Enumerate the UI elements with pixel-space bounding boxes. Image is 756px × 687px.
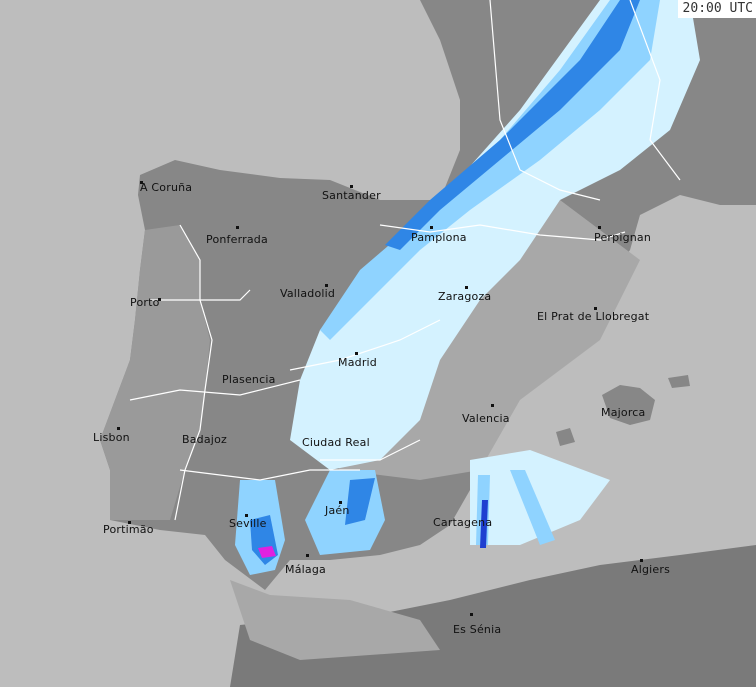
- city-perpignan[interactable]: Perpignan: [594, 231, 652, 244]
- city-es-senia[interactable]: Es Sénia: [453, 623, 502, 636]
- city-dot: [470, 613, 473, 616]
- borders: [129, 0, 681, 521]
- island-minorca: [668, 375, 690, 388]
- city-jaen[interactable]: Jaén: [325, 504, 350, 517]
- city-dot: [350, 185, 353, 188]
- city-valencia[interactable]: Valencia: [462, 412, 510, 425]
- city-portimao[interactable]: Portimão: [103, 523, 154, 536]
- city-dot: [339, 501, 342, 504]
- city-valladolid[interactable]: Valladolid: [280, 287, 336, 300]
- city-ciudad-real[interactable]: Ciudad Real: [302, 436, 370, 449]
- city-dot: [594, 307, 597, 310]
- city-el-prat[interactable]: El Prat de Llobregat: [537, 310, 650, 323]
- city-a-coruna[interactable]: A Coruña: [140, 181, 193, 194]
- city-zaragoza[interactable]: Zaragoza: [438, 290, 492, 303]
- island-majorca: [602, 385, 655, 425]
- city-dot: [325, 284, 328, 287]
- city-dot: [491, 404, 494, 407]
- city-dot: [140, 181, 143, 184]
- city-dot: [355, 352, 358, 355]
- city-badajoz[interactable]: Badajoz: [182, 433, 227, 446]
- city-santander[interactable]: Santander: [322, 189, 381, 202]
- radar-echoes: [230, 0, 700, 660]
- city-plasencia[interactable]: Plasencia: [222, 373, 276, 386]
- city-dot: [598, 226, 601, 229]
- city-malaga[interactable]: Málaga: [285, 563, 326, 576]
- land-portugal: [100, 225, 210, 520]
- city-madrid[interactable]: Madrid: [338, 356, 377, 369]
- city-dot: [465, 286, 468, 289]
- city-dot: [236, 226, 239, 229]
- city-dot: [640, 559, 643, 562]
- city-lisbon[interactable]: Lisbon: [93, 431, 130, 444]
- city-seville[interactable]: Seville: [229, 517, 267, 530]
- city-ponferrada[interactable]: Ponferrada: [206, 233, 268, 246]
- city-dot: [117, 427, 120, 430]
- city-majorca[interactable]: Majorca: [601, 406, 646, 419]
- timestamp-label: 20:00 UTC: [677, 0, 756, 18]
- city-dot: [128, 521, 131, 524]
- city-dot: [430, 226, 433, 229]
- island-ibiza: [556, 428, 575, 446]
- city-dot: [245, 514, 248, 517]
- city-algiers[interactable]: Algiers: [631, 563, 671, 576]
- city-porto[interactable]: Porto: [130, 296, 160, 309]
- city-cartagena[interactable]: Cartagena: [433, 516, 493, 529]
- city-dot: [306, 554, 309, 557]
- city-dot: [158, 298, 161, 301]
- city-pamplona[interactable]: Pamplona: [411, 231, 467, 244]
